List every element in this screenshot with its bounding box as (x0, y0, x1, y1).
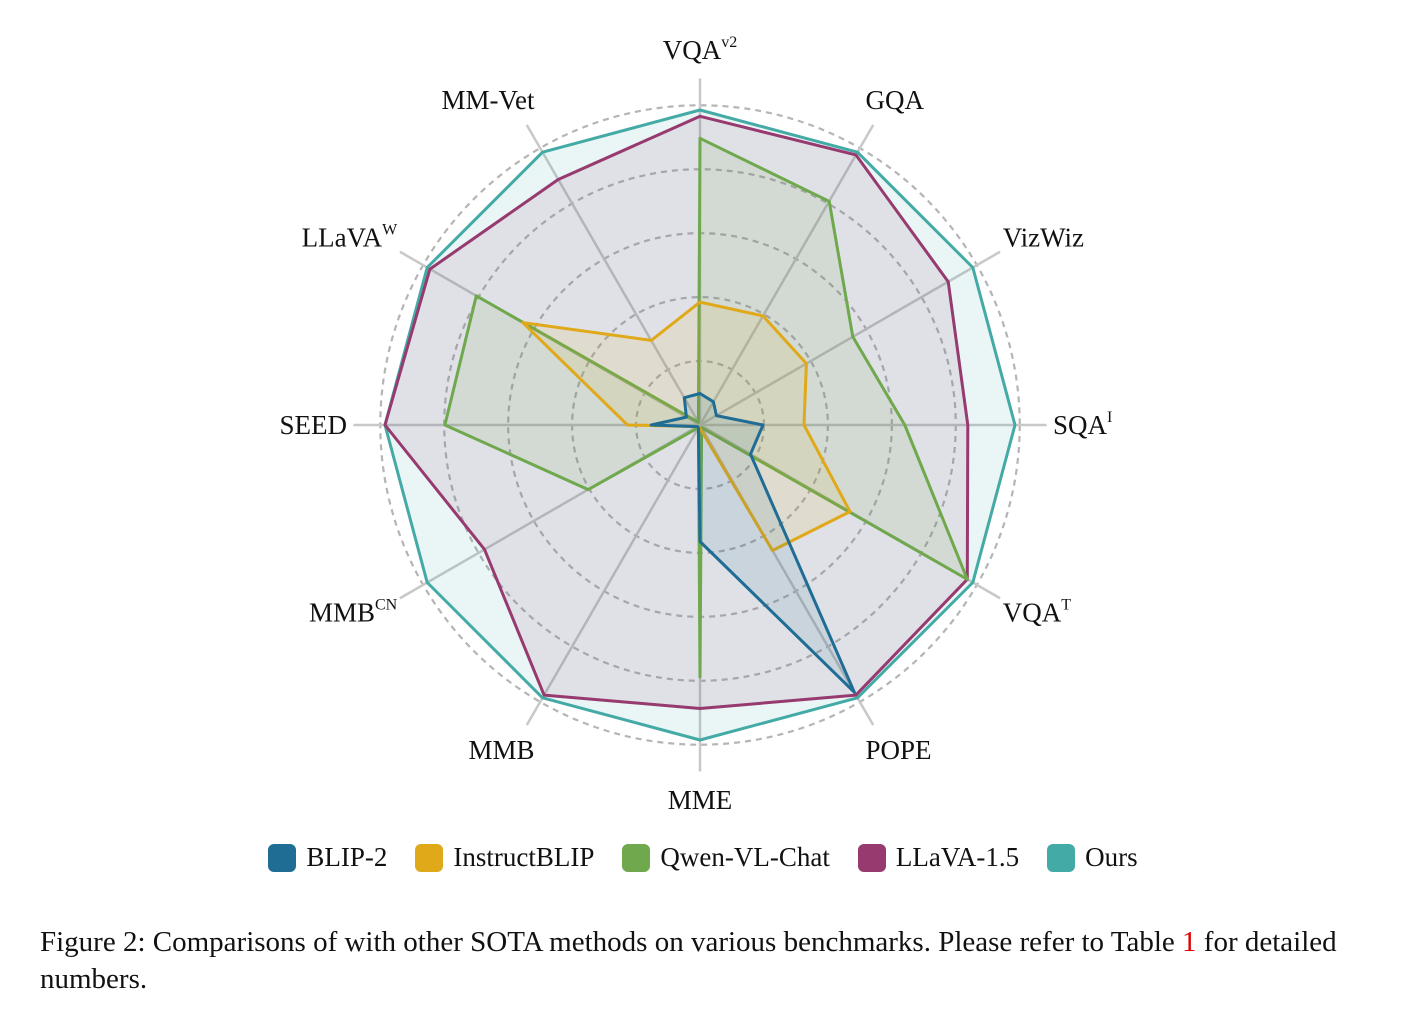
legend-item-ours: Ours (1047, 842, 1138, 873)
legend-item-llava-1-5: LLaVA-1.5 (857, 842, 1020, 873)
legend-item-blip2: BLIP-2 (268, 842, 387, 873)
axis-label: GQA (866, 85, 925, 115)
legend-label: Ours (1085, 842, 1138, 872)
legend-swatch (268, 843, 297, 872)
axis-label: LLaVAW (302, 222, 399, 253)
axis-label: SEED (280, 410, 348, 440)
legend-label: Qwen-VL-Chat (660, 842, 830, 872)
radar-spoke (525, 424, 702, 726)
axis-label: MMBCN (309, 597, 398, 628)
series-blip-2 (649, 392, 856, 694)
radar-spoke (699, 250, 1001, 427)
series-ours (383, 108, 1017, 742)
axis-label: VQAv2 (663, 34, 738, 65)
radar-series (383, 108, 1017, 742)
legend-swatch (415, 843, 444, 872)
axis-label: MME (668, 785, 733, 815)
legend-item-qwen-vl-chat: Qwen-VL-Chat (622, 842, 830, 873)
legend-label: InstructBLIP (453, 842, 595, 872)
legend-label: LLaVA-1.5 (895, 842, 1020, 872)
axis-label: SQAI (1053, 409, 1112, 440)
axis-label: MM-Vet (442, 85, 535, 115)
legend-item-instructblip: InstructBLIP (415, 842, 594, 873)
series-qwen-vl-chat (443, 136, 969, 679)
caption-tail: for detailed numbers. (40, 926, 1337, 995)
axis-label: MMB (468, 735, 534, 765)
table-reference-link[interactable]: 1 (1182, 926, 1197, 958)
legend-swatch (1047, 843, 1076, 872)
legend-swatch (622, 843, 651, 872)
axis-label: POPE (866, 735, 932, 765)
radar-spoke (525, 124, 702, 426)
legend: BLIP-2 InstructBLIP Qwen-VL-Chat LLaVA-1… (0, 842, 1406, 873)
legend-swatch (857, 843, 886, 872)
radar-spoke (698, 124, 875, 426)
figure-caption: Figure 2: Comparisons of with other SOTA… (40, 924, 1370, 998)
radar-axis-labels: VQAv2 GQA VizWiz SQAI VQAT POPE MME MMB MMBCN SEE… (280, 34, 1113, 815)
legend-label: BLIP-2 (306, 842, 388, 872)
caption-text: Figure 2: Comparisons of with other SOTA… (40, 926, 1183, 958)
radar-chart: VQAv2 GQA VizWiz SQAI VQAT POPE MME MMB MMBCN SEE… (280, 34, 1113, 815)
axis-label: VQAT (1003, 597, 1072, 628)
series-llava-1-5 (383, 114, 970, 710)
axis-label: VizWiz (1003, 223, 1084, 253)
